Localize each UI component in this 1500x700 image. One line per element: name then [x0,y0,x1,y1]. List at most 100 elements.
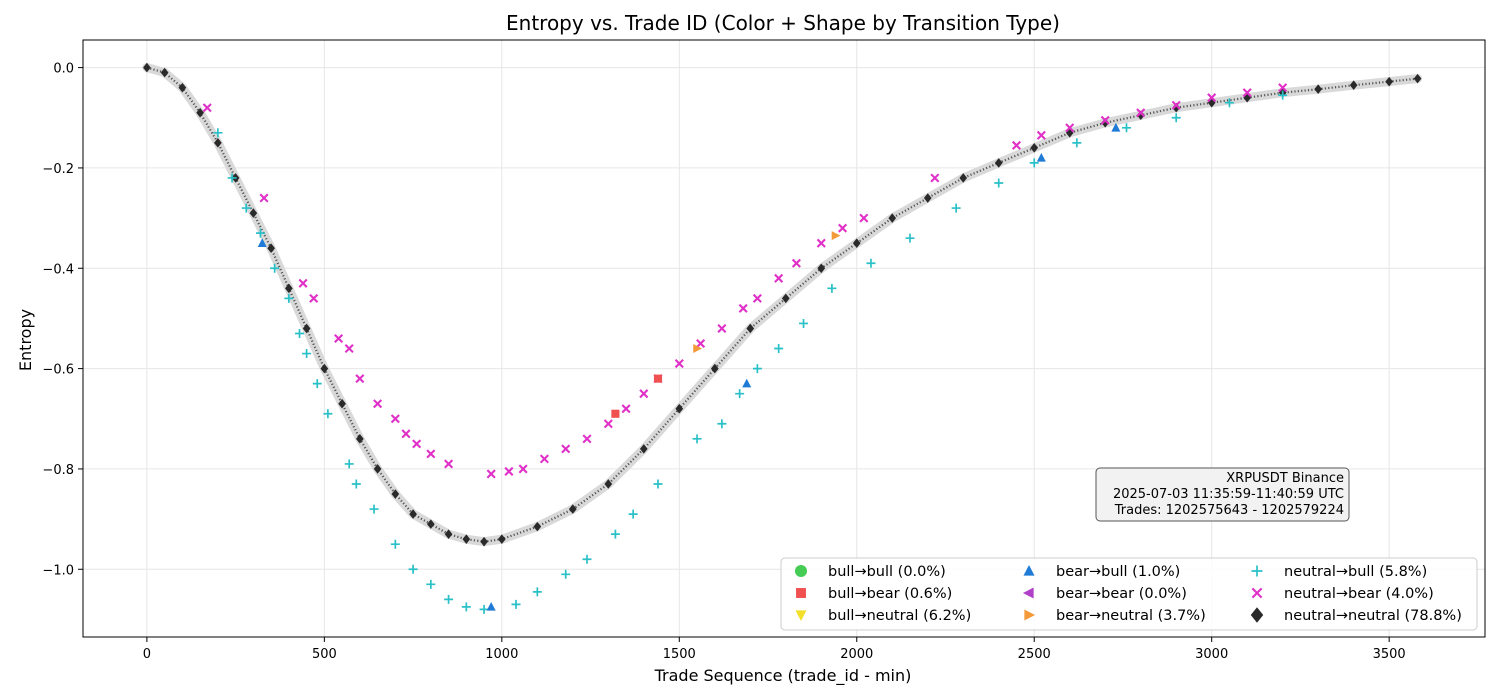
data-point [444,459,454,469]
legend-item: bear→bull (1.0%) [1023,564,1180,580]
data-point [621,404,631,414]
y-tick-label: 0.0 [53,62,74,77]
y-tick-label: −0.8 [42,463,74,478]
data-point [816,238,826,248]
data-point [479,604,489,614]
data-point [334,333,344,344]
data-point [270,263,280,273]
legend-label: neutral→bear (4.0%) [1284,586,1434,602]
data-point [710,363,719,374]
legend-label: bull→bull (0.0%) [828,564,946,580]
data-point [817,263,826,274]
x-axis-label: Trade Sequence (trade_id - min) [654,666,912,686]
data-point [518,464,528,474]
data-point [639,389,649,399]
data-point [1171,100,1181,110]
data-point [561,444,571,454]
data-point [1036,130,1046,140]
data-point [312,379,322,389]
data-point [611,409,620,418]
data-point [568,504,577,514]
info-line-exchange: XRPUSDT Binance [1226,471,1344,486]
data-point [373,399,383,409]
data-point [356,434,364,444]
data-point [1207,93,1217,103]
data-point [426,449,436,459]
data-point [866,258,876,268]
data-point [799,318,809,328]
data-point [1278,90,1288,100]
y-tick-label: −0.6 [42,363,74,378]
data-point [444,594,454,604]
x-tick-label: 2500 [1018,647,1051,662]
data-point [532,587,542,597]
data-point [752,364,762,374]
data-point [1349,80,1358,90]
data-point [1100,115,1110,125]
data-point [696,338,706,349]
legend-marker [1251,587,1263,599]
x-tick-label: 0 [143,647,151,662]
legend-label: bull→neutral (6.2%) [828,608,971,624]
legend-marker [796,588,806,598]
data-point [298,278,308,288]
legend: bull→bull (0.0%) bull→bear (0.6%) bull→neu… [780,557,1478,631]
data-point [486,469,496,479]
legend-marker [794,564,808,578]
data-point [930,173,940,183]
data-point [302,323,311,334]
legend-label: bear→bull (1.0%) [1056,564,1180,580]
data-point [143,62,151,73]
x-tick-label: 3500 [1373,647,1406,662]
data-point [344,459,354,469]
data-point [1030,143,1039,153]
data-point [603,419,613,429]
data-point [791,258,801,268]
x-tick-label: 2000 [840,647,873,662]
x-tick-label: 1500 [663,647,696,662]
data-point [888,213,897,223]
data-point [338,398,346,409]
legend-marker [1022,587,1034,599]
data-point [1136,110,1145,121]
data-point [426,519,435,529]
data-point [1101,117,1110,128]
data-point [1171,113,1181,123]
data-point [295,328,305,338]
data-point [497,534,506,544]
data-point [1385,76,1394,87]
data-point [412,439,422,449]
series-group [693,231,841,354]
data-point [1036,152,1046,162]
data-point [462,534,471,544]
chart-title: Entropy vs. Trade ID (Color + Shape by T… [506,11,1060,35]
y-tick-label: −0.4 [42,262,74,277]
y-tick-label: −0.2 [42,162,74,177]
data-point [539,454,549,464]
data-point [604,479,613,489]
legend-item: bull→bull (0.0%) [794,564,946,580]
data-point [994,158,1003,168]
data-point [852,238,861,248]
data-point [693,344,702,354]
data-point [160,67,169,78]
legend-item: bear→neutral (3.7%) [1024,608,1206,624]
data-point [1278,83,1288,93]
legend-marker [795,610,807,622]
data-point [259,193,269,203]
info-line-time-range: 2025-07-03 11:35:59-11:40:59 UTC [1113,487,1344,502]
data-point [480,536,488,547]
data-point [227,173,237,183]
data-point [249,208,258,218]
data-point [905,233,915,243]
data-point [1072,138,1082,148]
legend-item: bull→bear (0.6%) [796,586,952,602]
data-points [142,62,1423,614]
legend-label: neutral→neutral (78.8%) [1284,608,1462,624]
data-point [1136,108,1146,118]
legend-label: bear→bear (0.0%) [1056,586,1187,602]
data-point [951,203,961,213]
data-point [838,223,848,233]
data-point [511,599,521,609]
